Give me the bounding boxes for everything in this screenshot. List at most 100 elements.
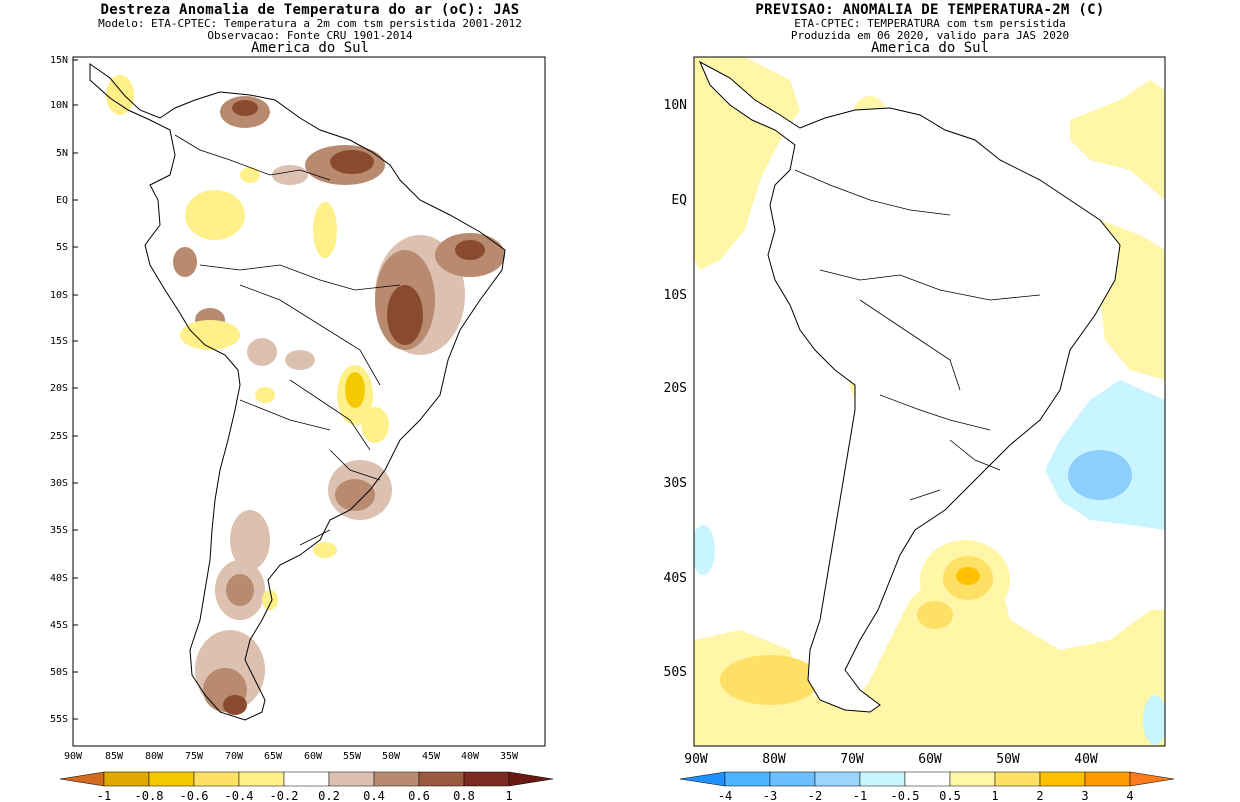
right-colorbar-cell <box>769 771 816 787</box>
left-colorbar-label: -1 <box>97 789 111 802</box>
right-colorbar-label: -4 <box>718 789 732 802</box>
left-colorbar-label: 1 <box>505 789 512 802</box>
left-lat-label: 20S <box>50 383 68 394</box>
left-lon-label: 70W <box>225 751 244 762</box>
left-lat-label: 30S <box>50 478 68 489</box>
left-lon-label: 75W <box>185 751 204 762</box>
left-lon-label: 85W <box>105 751 124 762</box>
left-lat-label: 35S <box>50 525 68 536</box>
left-colorbar-label: 0.4 <box>363 789 385 802</box>
left-colorbar-label: 0.8 <box>453 789 475 802</box>
left-lon-label: 50W <box>382 751 401 762</box>
right-lat-label: 20S <box>664 381 687 396</box>
left-country-borders <box>174 134 401 546</box>
right-lat-label: EQ <box>671 193 687 208</box>
left-lon-label: 60W <box>304 751 323 762</box>
left-colorbar-cell <box>193 771 240 787</box>
left-colorbar-label: -0.8 <box>135 789 164 802</box>
right-lon-label: 60W <box>918 752 942 767</box>
right-subtitle-1: ETA-CPTEC: TEMPERATURA com tsm persistid… <box>794 17 1066 30</box>
right-colorbar-cell <box>994 771 1041 787</box>
right-title: PREVISAO: ANOMALIA DE TEMPERATURA-2M (C) <box>755 2 1105 18</box>
right-colorbar-label: 3 <box>1081 789 1088 802</box>
right-colorbar-cell <box>814 771 861 787</box>
left-colorbar-cell <box>103 771 150 787</box>
left-colorbar-cell <box>463 771 510 787</box>
right-subtitle-2: Produzida em 06 2020, valido para JAS 20… <box>790 29 1070 42</box>
right-region-label: America do Sul <box>870 40 989 56</box>
left-subtitle-1: Modelo: ETA-CPTEC: Temperatura a 2m com … <box>98 17 522 30</box>
left-lon-label: 55W <box>343 751 362 762</box>
right-lat-label: 10S <box>664 288 687 303</box>
left-lon-label: 45W <box>422 751 441 762</box>
left-colorbar-label: -0.2 <box>270 789 299 802</box>
left-region-label: America do Sul <box>250 40 369 56</box>
right-colorbar-label: 0.5 <box>939 789 961 802</box>
left-lat-label: 25S <box>50 431 68 442</box>
right-colorbar-cell <box>1084 771 1131 787</box>
right-lon-labels: 90W 80W 70W 60W 50W 40W <box>684 752 1098 767</box>
left-colorbar-label: 0.6 <box>408 789 430 802</box>
right-colorbar-label: -1 <box>853 789 867 802</box>
right-colorbar-cell <box>724 771 771 787</box>
right-colorbar-label: 2 <box>1036 789 1043 802</box>
right-anomaly-patches <box>694 57 1165 746</box>
left-lat-label: 40S <box>50 573 68 584</box>
right-colorbar-labels: -4 -3 -2 -1 -0.5 0.5 1 2 3 4 <box>718 789 1134 802</box>
right-country-borders <box>794 169 1041 501</box>
left-lat-label: 5N <box>56 148 68 159</box>
left-colorbar <box>59 771 554 787</box>
left-title: Destreza Anomalia de Temperatura do ar (… <box>100 2 520 18</box>
left-colorbar-cell <box>328 771 375 787</box>
right-map <box>694 57 1165 746</box>
left-map-frame <box>72 56 546 747</box>
right-lon-label: 90W <box>684 752 708 767</box>
right-colorbar-label: -3 <box>763 789 777 802</box>
left-lon-label: 90W <box>64 751 83 762</box>
right-lat-label: 10N <box>664 98 687 113</box>
left-colorbar-cell <box>418 771 465 787</box>
left-continent-outline <box>89 63 506 721</box>
left-lat-label: EQ <box>56 195 68 206</box>
left-lat-label: 15N <box>50 55 68 66</box>
left-colorbar-left-arrow <box>59 771 105 787</box>
left-colorbar-cell <box>373 771 420 787</box>
left-lat-label: 15S <box>50 336 68 347</box>
right-colorbar-label: -2 <box>808 789 822 802</box>
right-lat-label: 50S <box>664 665 687 680</box>
left-lat-label: 50S <box>50 667 68 678</box>
left-lat-label: 45S <box>50 620 68 631</box>
right-lat-label: 40S <box>664 571 687 586</box>
left-lon-label: 35W <box>500 751 519 762</box>
left-colorbar-label: 0.2 <box>318 789 340 802</box>
right-lat-label: 30S <box>664 476 687 491</box>
right-colorbar-cell <box>1039 771 1086 787</box>
right-colorbar-cell <box>904 771 951 787</box>
left-colorbar-label: -0.4 <box>225 789 254 802</box>
right-colorbar-label: 4 <box>1126 789 1133 802</box>
left-colorbar-label: -0.6 <box>180 789 209 802</box>
left-colorbar-cell <box>283 771 330 787</box>
right-continent-outline <box>698 60 1121 713</box>
left-lat-label: 5S <box>56 242 68 253</box>
left-lat-label: 10S <box>50 290 68 301</box>
right-lon-label: 80W <box>762 752 786 767</box>
left-lon-label: 40W <box>461 751 480 762</box>
left-lon-label: 80W <box>145 751 164 762</box>
right-lat-labels: 10N EQ 10S 20S 30S 40S 50S <box>664 98 688 680</box>
left-colorbar-cell <box>148 771 195 787</box>
right-colorbar-right-arrow <box>1129 771 1175 787</box>
left-subtitle-2: Observacao: Fonte CRU 1901-2014 <box>207 29 413 42</box>
left-lon-label: 65W <box>264 751 283 762</box>
left-axis-ticks <box>73 59 78 720</box>
right-lon-label: 40W <box>1074 752 1098 767</box>
left-map <box>73 57 545 746</box>
left-lat-labels: 15N 10N 5N EQ 5S 10S 15S 20S 25S 30S 35S… <box>50 55 68 725</box>
left-colorbar-right-arrow <box>508 771 554 787</box>
left-lon-labels: 90W 85W 80W 75W 70W 65W 60W 55W 50W 45W … <box>64 751 519 762</box>
left-colorbar-cell <box>238 771 285 787</box>
right-colorbar-label: -0.5 <box>891 789 920 802</box>
right-lon-label: 50W <box>996 752 1020 767</box>
right-map-frame <box>693 56 1166 747</box>
